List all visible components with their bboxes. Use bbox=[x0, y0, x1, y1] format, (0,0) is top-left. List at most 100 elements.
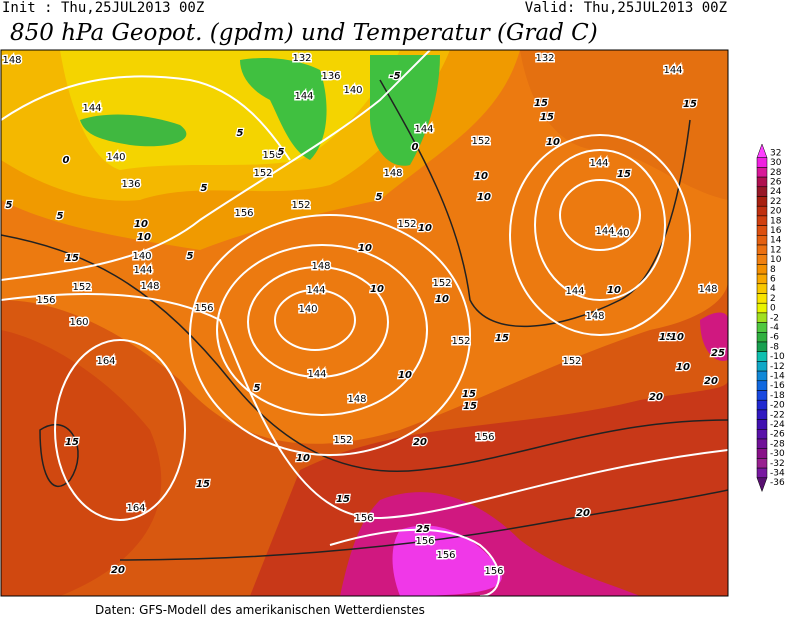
temperature-label: 15 bbox=[65, 437, 79, 448]
colorbar-swatch bbox=[756, 332, 768, 343]
colorbar-label: 16 bbox=[770, 226, 782, 236]
temperature-label: 10 bbox=[676, 362, 690, 373]
temperature-label: 15 bbox=[196, 479, 210, 490]
colorbar-swatch bbox=[756, 399, 768, 411]
temperature-label: 10 bbox=[474, 171, 488, 182]
colorbar-swatch bbox=[756, 293, 768, 304]
geopotential-label: 152 bbox=[562, 356, 581, 367]
temperature-label: 20 bbox=[111, 565, 125, 576]
temperature-label: 5 bbox=[187, 251, 194, 262]
colorbar-label: 22 bbox=[770, 197, 781, 207]
geopotential-label: 148 bbox=[140, 281, 159, 292]
colorbar-label: 12 bbox=[770, 245, 781, 255]
colorbar-swatch bbox=[756, 273, 768, 285]
colorbar-label: 6 bbox=[770, 274, 776, 284]
colorbar-label: -26 bbox=[770, 430, 785, 440]
temperature-label: 20 bbox=[649, 392, 663, 403]
temperature-label: 15 bbox=[659, 332, 673, 343]
temperature-label: 10 bbox=[137, 232, 151, 243]
colorbar-swatch bbox=[756, 361, 768, 372]
geopotential-label: 148 bbox=[383, 168, 402, 179]
colorbar-label: 4 bbox=[770, 284, 776, 294]
temperature-label: 15 bbox=[336, 494, 350, 505]
geopotential-label: 144 bbox=[595, 226, 614, 237]
geopotential-label: 152 bbox=[471, 136, 490, 147]
colorbar-swatch bbox=[756, 419, 768, 430]
geopotential-label: 156 bbox=[354, 513, 373, 524]
colorbar-swatch bbox=[756, 322, 768, 333]
colorbar-swatch bbox=[756, 429, 768, 440]
geopotential-label: 144 bbox=[306, 285, 325, 296]
colorbar-label: 24 bbox=[770, 187, 782, 197]
temperature-label: 15 bbox=[683, 99, 697, 110]
colorbar-swatch bbox=[756, 351, 768, 362]
colorbar-label: -32 bbox=[770, 459, 785, 469]
geopotential-label: 164 bbox=[96, 356, 115, 367]
colorbar-label: 2 bbox=[770, 294, 776, 304]
geopotential-label: 148 bbox=[585, 311, 604, 322]
colorbar-label: -12 bbox=[770, 362, 785, 372]
colorbar-label: -4 bbox=[770, 323, 779, 333]
temperature-label: 20 bbox=[413, 437, 427, 448]
geopotential-label: 156 bbox=[194, 303, 213, 314]
geopotential-label: 156 bbox=[36, 295, 55, 306]
geopotential-label: 136 bbox=[121, 179, 140, 190]
colorbar-swatch bbox=[756, 380, 768, 391]
temperature-label: 10 bbox=[370, 284, 384, 295]
temperature-label: 5 bbox=[254, 383, 261, 394]
geopotential-label: 132 bbox=[535, 53, 554, 64]
temperature-label: 15 bbox=[463, 401, 477, 412]
data-source: Daten: GFS-Modell des amerikanischen Wet… bbox=[95, 603, 425, 617]
colorbar-swatch bbox=[756, 254, 768, 265]
colorbar-label: -6 bbox=[770, 333, 779, 343]
geopotential-label: 152 bbox=[333, 435, 352, 446]
colorbar-label: -14 bbox=[770, 371, 785, 381]
colorbar-swatch bbox=[756, 467, 768, 479]
colorbar-swatch bbox=[756, 438, 768, 449]
geopotential-label: 160 bbox=[69, 317, 88, 328]
geopotential-label: 144 bbox=[294, 91, 313, 102]
colorbar-swatch bbox=[756, 196, 768, 207]
geopotential-label: 152 bbox=[451, 336, 470, 347]
geopotential-label: 156 bbox=[234, 208, 253, 219]
colorbar-label: 14 bbox=[770, 236, 782, 246]
geopotential-label: 140 bbox=[298, 304, 317, 315]
geopotential-label: 156 bbox=[484, 566, 503, 577]
temperature-label: 0 bbox=[63, 155, 70, 166]
geopotential-label: 136 bbox=[321, 71, 340, 82]
geopotential-label: 164 bbox=[126, 503, 145, 514]
colorbar-label: -24 bbox=[770, 420, 785, 430]
temperature-label: 15 bbox=[65, 253, 79, 264]
colorbar-swatch bbox=[756, 302, 768, 314]
init-time: Init : Thu,25JUL2013 00Z bbox=[2, 0, 204, 16]
geopotential-label: 152 bbox=[253, 168, 272, 179]
temperature-label: 15 bbox=[540, 112, 554, 123]
colorbar-label: -36 bbox=[770, 478, 785, 488]
colorbar-swatch bbox=[756, 205, 768, 217]
temperature-label: 25 bbox=[711, 348, 725, 359]
temperature-label: 10 bbox=[670, 332, 684, 343]
colorbar-swatch bbox=[756, 244, 768, 255]
colorbar-label: 28 bbox=[770, 168, 782, 178]
temperature-label: 5 bbox=[6, 200, 13, 211]
temperature-label: 15 bbox=[495, 333, 509, 344]
temperature-label: 10 bbox=[398, 370, 412, 381]
geopotential-label: 140 bbox=[106, 152, 125, 163]
temperature-label: 20 bbox=[704, 376, 718, 387]
geopotential-label: 152 bbox=[397, 219, 416, 230]
colorbar-swatch bbox=[756, 167, 768, 178]
geopotential-label: 144 bbox=[82, 103, 101, 114]
colorbar-swatch bbox=[756, 235, 768, 246]
temperature-label: 15 bbox=[534, 98, 548, 109]
geopotential-label: 156 bbox=[262, 150, 281, 161]
temperature-label: 0 bbox=[412, 142, 419, 153]
geopotential-label: 156 bbox=[415, 536, 434, 547]
temperature-label: 5 bbox=[237, 128, 244, 139]
geopotential-label: 144 bbox=[663, 65, 682, 76]
geopotential-label: 152 bbox=[432, 278, 451, 289]
colorbar-swatch bbox=[756, 186, 768, 197]
colorbar-label: 32 bbox=[770, 148, 781, 158]
geopotential-label: 140 bbox=[132, 251, 151, 262]
colorbar-label: 26 bbox=[770, 177, 782, 187]
